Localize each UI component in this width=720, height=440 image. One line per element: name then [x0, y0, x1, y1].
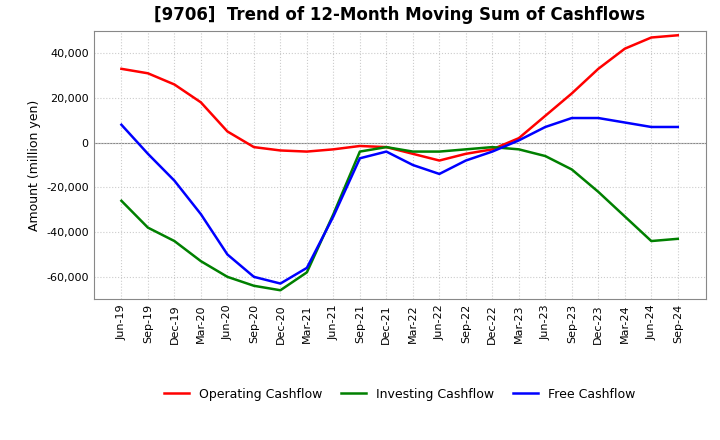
- Operating Cashflow: [356, 143, 364, 149]
- Free Cashflow: [541, 125, 549, 130]
- Operating Cashflow: [488, 147, 497, 152]
- Free Cashflow: [223, 252, 232, 257]
- Free Cashflow: [329, 214, 338, 219]
- Operating Cashflow: [143, 71, 152, 76]
- Free Cashflow: [435, 171, 444, 176]
- Operating Cashflow: [435, 158, 444, 163]
- Operating Cashflow: [621, 46, 629, 51]
- Investing Cashflow: [621, 214, 629, 219]
- Operating Cashflow: [673, 33, 682, 38]
- Line: Operating Cashflow: Operating Cashflow: [122, 35, 678, 161]
- Free Cashflow: [117, 122, 126, 128]
- Investing Cashflow: [488, 144, 497, 150]
- Investing Cashflow: [117, 198, 126, 203]
- Operating Cashflow: [382, 144, 391, 150]
- Operating Cashflow: [223, 129, 232, 134]
- Investing Cashflow: [223, 274, 232, 279]
- Investing Cashflow: [435, 149, 444, 154]
- Investing Cashflow: [143, 225, 152, 230]
- Operating Cashflow: [408, 151, 417, 157]
- Free Cashflow: [488, 149, 497, 154]
- Title: [9706]  Trend of 12-Month Moving Sum of Cashflows: [9706] Trend of 12-Month Moving Sum of C…: [154, 6, 645, 24]
- Operating Cashflow: [567, 91, 576, 96]
- Operating Cashflow: [594, 66, 603, 71]
- Legend: Operating Cashflow, Investing Cashflow, Free Cashflow: Operating Cashflow, Investing Cashflow, …: [159, 383, 640, 406]
- Free Cashflow: [382, 149, 391, 154]
- Operating Cashflow: [250, 144, 258, 150]
- Free Cashflow: [356, 156, 364, 161]
- Free Cashflow: [462, 158, 470, 163]
- Operating Cashflow: [170, 82, 179, 87]
- Investing Cashflow: [329, 212, 338, 217]
- Free Cashflow: [673, 125, 682, 130]
- Free Cashflow: [594, 115, 603, 121]
- Investing Cashflow: [356, 149, 364, 154]
- Investing Cashflow: [673, 236, 682, 242]
- Investing Cashflow: [276, 288, 284, 293]
- Operating Cashflow: [647, 35, 656, 40]
- Free Cashflow: [197, 212, 205, 217]
- Investing Cashflow: [515, 147, 523, 152]
- Investing Cashflow: [170, 238, 179, 244]
- Operating Cashflow: [276, 148, 284, 153]
- Free Cashflow: [408, 162, 417, 168]
- Investing Cashflow: [594, 189, 603, 194]
- Investing Cashflow: [408, 149, 417, 154]
- Investing Cashflow: [382, 144, 391, 150]
- Free Cashflow: [567, 115, 576, 121]
- Investing Cashflow: [197, 259, 205, 264]
- Free Cashflow: [621, 120, 629, 125]
- Investing Cashflow: [462, 147, 470, 152]
- Operating Cashflow: [197, 100, 205, 105]
- Free Cashflow: [647, 125, 656, 130]
- Operating Cashflow: [515, 136, 523, 141]
- Investing Cashflow: [250, 283, 258, 289]
- Operating Cashflow: [329, 147, 338, 152]
- Operating Cashflow: [117, 66, 126, 71]
- Operating Cashflow: [462, 151, 470, 157]
- Free Cashflow: [143, 151, 152, 157]
- Y-axis label: Amount (million yen): Amount (million yen): [27, 99, 40, 231]
- Investing Cashflow: [647, 238, 656, 244]
- Investing Cashflow: [302, 270, 311, 275]
- Free Cashflow: [170, 178, 179, 183]
- Line: Free Cashflow: Free Cashflow: [122, 118, 678, 283]
- Investing Cashflow: [567, 167, 576, 172]
- Free Cashflow: [276, 281, 284, 286]
- Line: Investing Cashflow: Investing Cashflow: [122, 147, 678, 290]
- Operating Cashflow: [541, 113, 549, 118]
- Investing Cashflow: [541, 154, 549, 159]
- Free Cashflow: [515, 138, 523, 143]
- Free Cashflow: [250, 274, 258, 279]
- Free Cashflow: [302, 265, 311, 271]
- Operating Cashflow: [302, 149, 311, 154]
